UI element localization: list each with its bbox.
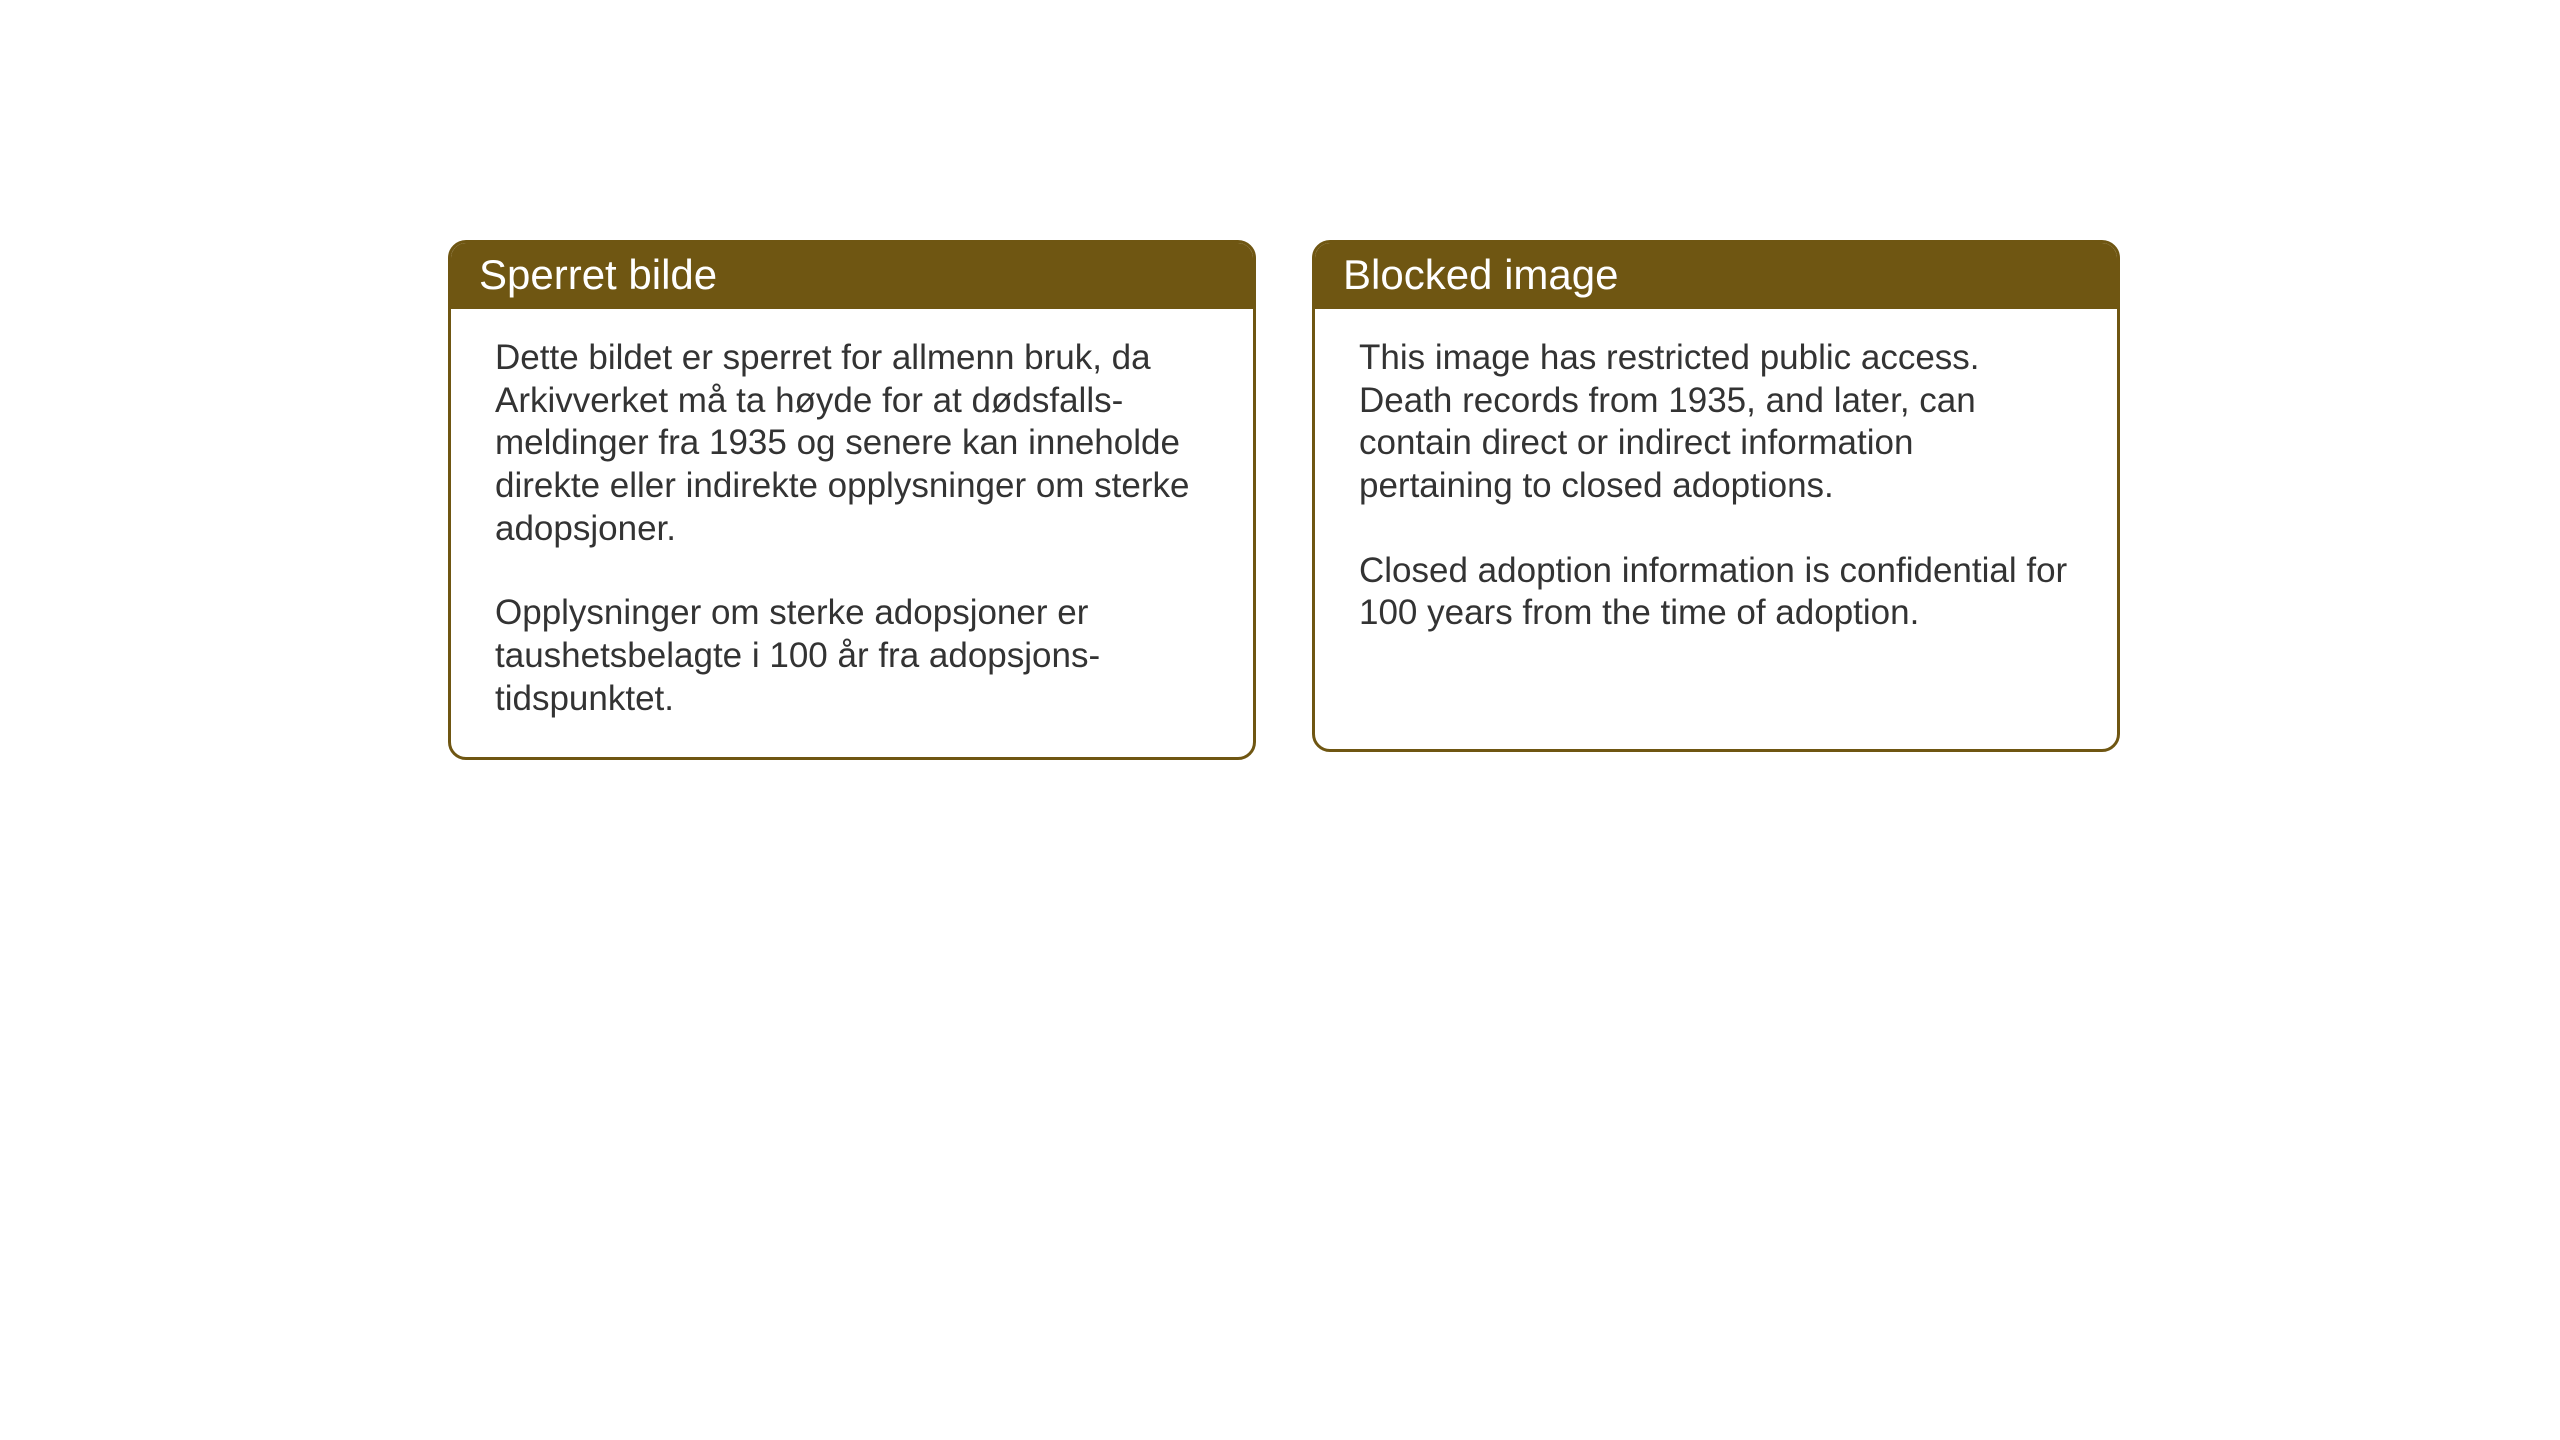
notice-paragraph-norwegian-2: Opplysninger om sterke adopsjoner er tau…	[495, 592, 1209, 720]
notice-card-english: Blocked image This image has restricted …	[1312, 240, 2120, 752]
notice-body-english: This image has restricted public access.…	[1315, 309, 2117, 671]
notice-title-norwegian: Sperret bilde	[451, 243, 1253, 309]
notice-body-norwegian: Dette bildet er sperret for allmenn bruk…	[451, 309, 1253, 757]
notice-container: Sperret bilde Dette bildet er sperret fo…	[0, 0, 2560, 760]
notice-paragraph-english-1: This image has restricted public access.…	[1359, 337, 2073, 508]
notice-paragraph-english-2: Closed adoption information is confident…	[1359, 550, 2073, 635]
notice-paragraph-norwegian-1: Dette bildet er sperret for allmenn bruk…	[495, 337, 1209, 550]
notice-card-norwegian: Sperret bilde Dette bildet er sperret fo…	[448, 240, 1256, 760]
notice-title-english: Blocked image	[1315, 243, 2117, 309]
